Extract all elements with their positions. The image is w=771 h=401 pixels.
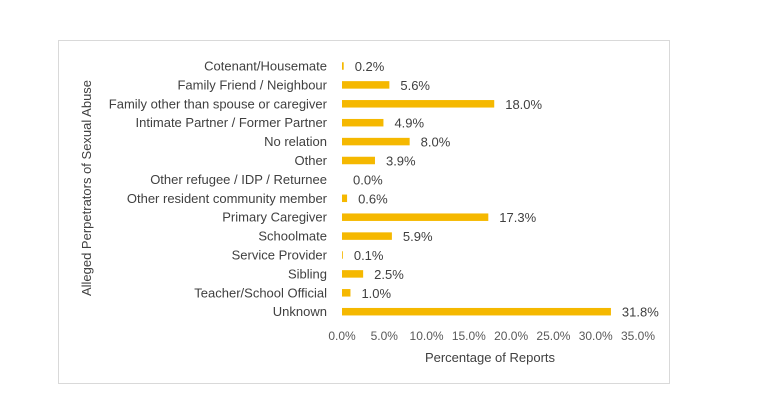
category-label: Unknown xyxy=(273,304,327,319)
x-tick-label: 15.0% xyxy=(452,329,486,343)
category-label: Other refugee / IDP / Returnee xyxy=(150,172,327,187)
category-label: Family other than spouse or caregiver xyxy=(109,96,328,111)
category-label: No relation xyxy=(264,134,327,149)
value-label: 0.1% xyxy=(354,248,384,263)
category-labels: Cotenant/Housemate Family Friend / Neighb… xyxy=(109,59,328,320)
value-label: 2.5% xyxy=(374,267,404,282)
x-tick-labels: 0.0% 5.0% 10.0% 15.0% 20.0% 25.0% 30.0% 35.0% xyxy=(328,329,655,343)
bar xyxy=(342,232,392,240)
value-label: 8.0% xyxy=(421,135,451,150)
x-tick-label: 5.0% xyxy=(371,329,399,343)
x-tick-label: 0.0% xyxy=(328,329,356,343)
bar xyxy=(342,194,348,203)
bar xyxy=(342,137,410,146)
category-label: Primary Caregiver xyxy=(222,210,327,225)
bars xyxy=(342,62,611,316)
value-label: 17.3% xyxy=(499,210,536,225)
bar xyxy=(342,289,351,297)
value-label: 3.9% xyxy=(386,154,416,169)
value-label: 5.9% xyxy=(403,229,433,244)
bar xyxy=(342,213,489,221)
x-tick-label: 35.0% xyxy=(621,329,655,343)
value-label: 18.0% xyxy=(505,97,542,112)
category-label: Schoolmate xyxy=(258,229,327,244)
x-axis-title: Percentage of Reports xyxy=(425,350,556,365)
category-label: Service Provider xyxy=(232,248,328,263)
x-tick-label: 20.0% xyxy=(494,329,528,343)
value-label: 0.0% xyxy=(353,172,383,187)
value-label: 0.6% xyxy=(358,191,388,206)
y-axis-title: Alleged Perpetrators of Sexual Abuse xyxy=(79,80,94,296)
bar xyxy=(342,307,611,316)
category-label: Sibling xyxy=(288,266,327,281)
x-tick-label: 30.0% xyxy=(579,329,613,343)
category-label: Other xyxy=(294,153,327,168)
bar xyxy=(342,251,343,259)
x-tick-label: 25.0% xyxy=(536,329,570,343)
bar xyxy=(342,156,375,165)
value-label: 0.2% xyxy=(355,59,385,74)
chart-frame xyxy=(58,40,670,384)
value-label: 4.9% xyxy=(394,116,424,131)
x-tick-label: 10.0% xyxy=(410,329,444,343)
value-label: 5.6% xyxy=(400,78,430,93)
category-label: Intimate Partner / Former Partner xyxy=(136,115,328,130)
value-label: 1.0% xyxy=(361,286,391,301)
category-label: Teacher/School Official xyxy=(194,285,327,300)
value-labels: 0.2% 5.6% 18.0% 4.9% 8.0% 3.9%0.0% 0.6% 17.3% 5.… xyxy=(353,59,659,320)
category-label: Family Friend / Neighbour xyxy=(177,77,327,92)
bar xyxy=(342,270,364,278)
category-label: Other resident community member xyxy=(127,191,328,206)
bar xyxy=(342,81,390,89)
bar xyxy=(342,100,495,108)
category-label: Cotenant/Housemate xyxy=(204,59,327,74)
bar xyxy=(342,118,384,127)
value-label: 31.8% xyxy=(622,305,659,320)
bar xyxy=(342,62,344,70)
